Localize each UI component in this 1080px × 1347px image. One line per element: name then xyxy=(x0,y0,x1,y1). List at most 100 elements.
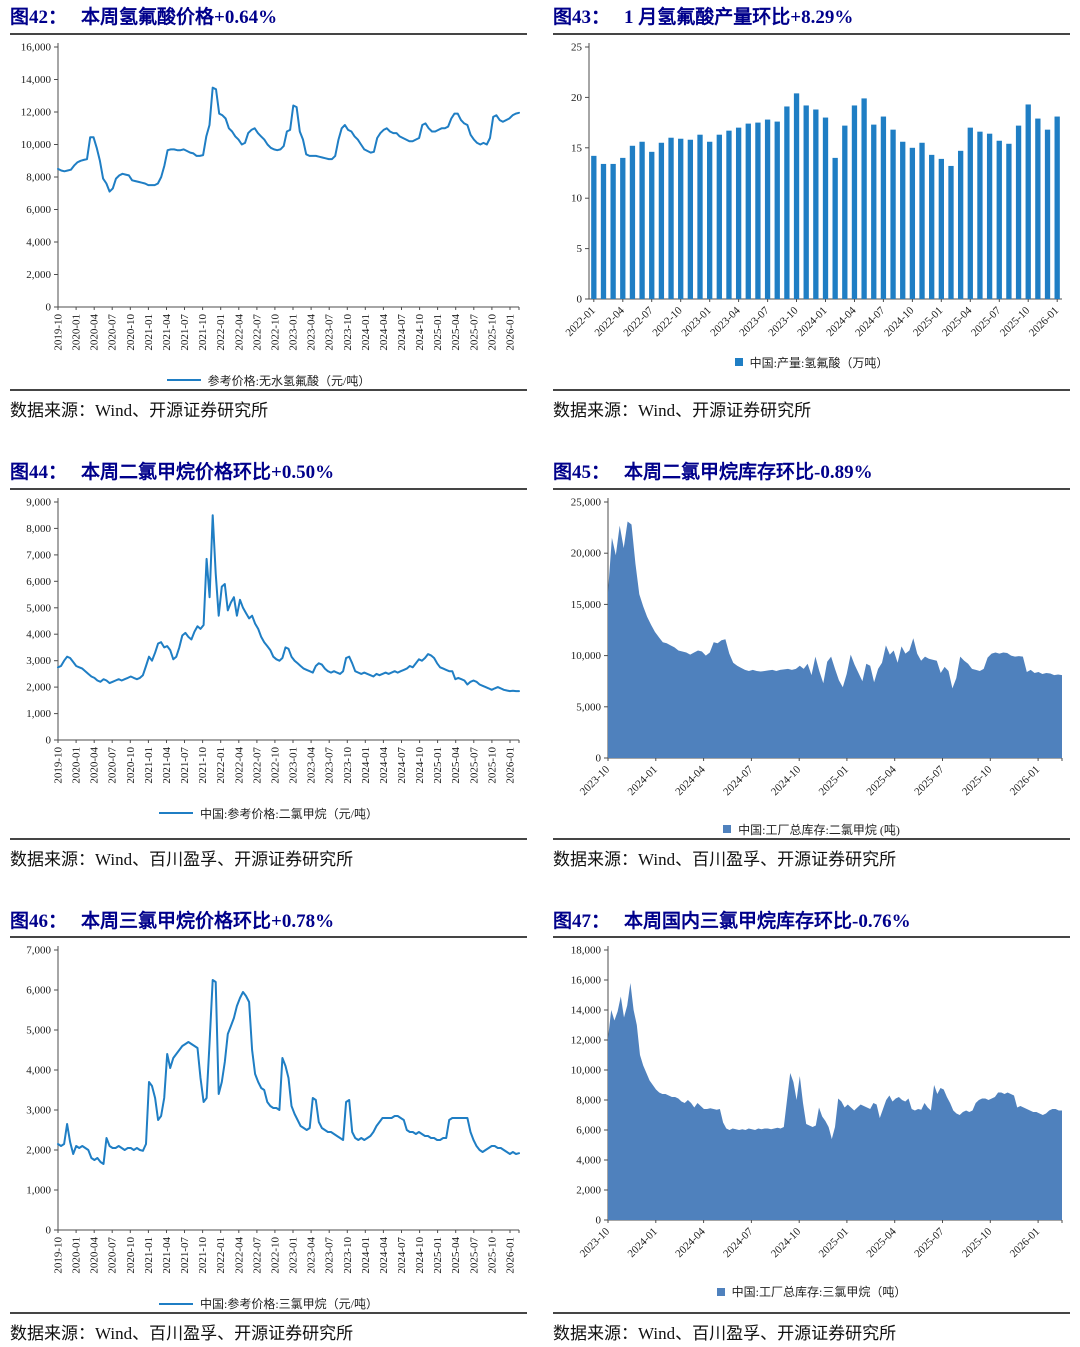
svg-text:2025-07: 2025-07 xyxy=(912,1226,947,1261)
svg-text:2024-04: 2024-04 xyxy=(378,1237,390,1274)
svg-text:2025-04: 2025-04 xyxy=(864,1226,899,1261)
svg-text:1,000: 1,000 xyxy=(26,708,51,720)
figure-42-title: 图42： 本周氢氟酸价格+0.64% xyxy=(10,6,527,35)
svg-text:2020-10: 2020-10 xyxy=(125,746,137,783)
svg-text:2023-04: 2023-04 xyxy=(306,746,318,783)
svg-text:2020-01: 2020-01 xyxy=(71,747,83,784)
svg-text:2022-04: 2022-04 xyxy=(593,304,628,339)
svg-text:2024-10: 2024-10 xyxy=(769,763,804,798)
svg-text:2025-10: 2025-10 xyxy=(486,313,498,350)
figure-caption: 本周二氯甲烷库存环比-0.89% xyxy=(624,461,873,483)
legend-label: 中国:工厂总库存:二氯甲烷 (吨) xyxy=(738,822,900,837)
svg-text:2025-10: 2025-10 xyxy=(486,1237,498,1274)
svg-text:2022-10: 2022-10 xyxy=(269,1237,281,1274)
legend-label: 中国:工厂总库存:三氯甲烷（吨） xyxy=(731,1285,907,1300)
svg-text:2021-07: 2021-07 xyxy=(179,1237,191,1274)
svg-text:0: 0 xyxy=(596,752,602,764)
svg-text:0: 0 xyxy=(46,1225,52,1237)
svg-text:2025-10: 2025-10 xyxy=(998,304,1033,339)
svg-text:2023-10: 2023-10 xyxy=(342,1237,354,1274)
figure-45-card: 图45： 本周二氯甲烷库存环比-0.89% 0 5,000 10,000 15,000… xyxy=(553,461,1070,870)
svg-text:2025-10: 2025-10 xyxy=(486,746,498,783)
svg-text:2024-10: 2024-10 xyxy=(882,304,917,339)
figure-47-card: 图47： 本周国内三氯甲烷库存环比-0.76% 0 2,000 4,000 6,000… xyxy=(553,910,1070,1345)
svg-text:2022-01: 2022-01 xyxy=(215,1237,227,1274)
svg-text:2021-01: 2021-01 xyxy=(143,1237,155,1274)
svg-text:0: 0 xyxy=(596,1215,602,1227)
svg-text:2025-01: 2025-01 xyxy=(911,304,945,338)
svg-text:2020-07: 2020-07 xyxy=(107,746,119,783)
svg-text:2023-01: 2023-01 xyxy=(288,1237,300,1274)
svg-text:2022-10: 2022-10 xyxy=(269,313,281,350)
legend-line-marker xyxy=(166,379,201,382)
svg-text:7,000: 7,000 xyxy=(26,945,51,957)
svg-text:5,000: 5,000 xyxy=(576,701,601,713)
figure-45-title: 图45： 本周二氯甲烷库存环比-0.89% xyxy=(553,461,1070,490)
svg-text:15,000: 15,000 xyxy=(571,598,602,610)
legend-square-marker xyxy=(723,825,732,833)
svg-text:2024-10: 2024-10 xyxy=(414,313,426,350)
svg-text:3,000: 3,000 xyxy=(26,1105,51,1117)
svg-text:2021-10: 2021-10 xyxy=(197,746,209,783)
svg-text:0: 0 xyxy=(577,293,583,305)
svg-text:2026-01: 2026-01 xyxy=(505,747,517,784)
svg-text:2024-01: 2024-01 xyxy=(795,304,829,338)
svg-text:2023-04: 2023-04 xyxy=(306,313,318,350)
svg-text:2025-07: 2025-07 xyxy=(468,746,480,783)
svg-text:2022-07: 2022-07 xyxy=(251,1237,263,1274)
hf-acid-output-chart: 0 5 10 15 20 25 2022-01 2022-04 2022-07 2022-10 20… xyxy=(553,39,1070,352)
data-source-note: 数据来源：Wind、百川盈孚、开源证券研究所 xyxy=(10,837,527,870)
svg-text:2023-10: 2023-10 xyxy=(578,1226,613,1261)
svg-text:2,000: 2,000 xyxy=(576,1185,601,1197)
svg-text:2025-04: 2025-04 xyxy=(864,763,899,798)
svg-text:10,000: 10,000 xyxy=(571,1065,602,1077)
chloroform-inventory-chart: 0 2,000 4,000 6,000 8,000 10,000 12,000 14,000 1… xyxy=(553,942,1070,1281)
svg-text:2021-04: 2021-04 xyxy=(161,313,173,350)
svg-text:2021-04: 2021-04 xyxy=(161,1237,173,1274)
svg-text:2025-01: 2025-01 xyxy=(432,747,444,784)
svg-text:2020-10: 2020-10 xyxy=(125,313,137,350)
svg-text:6,000: 6,000 xyxy=(26,575,51,587)
svg-text:2022-01: 2022-01 xyxy=(215,747,227,784)
svg-text:2025-04: 2025-04 xyxy=(450,1237,462,1274)
svg-text:2020-07: 2020-07 xyxy=(107,1237,119,1274)
svg-text:2024-10: 2024-10 xyxy=(414,1237,426,1274)
svg-text:14,000: 14,000 xyxy=(21,74,52,86)
dichloromethane-price-chart: 0 1,000 2,000 3,000 4,000 5,000 6,000 7,000 8,00… xyxy=(10,494,527,803)
svg-text:2023-04: 2023-04 xyxy=(708,304,743,339)
svg-text:2026-01: 2026-01 xyxy=(505,314,517,351)
legend-label: 参考价格:无水氢氟酸（元/吨） xyxy=(207,373,371,388)
figure-44-card: 图44： 本周二氯甲烷价格环比+0.50% 0 1,000 2,000 3,000 4,… xyxy=(10,461,527,870)
svg-text:2025-07: 2025-07 xyxy=(468,313,480,350)
legend-square-marker xyxy=(734,358,743,367)
svg-text:2025-04: 2025-04 xyxy=(450,313,462,350)
svg-text:2022-04: 2022-04 xyxy=(233,1237,245,1274)
chart-legend: 中国:参考价格:三氯甲烷（元/吨） xyxy=(10,1295,527,1312)
svg-text:2022-04: 2022-04 xyxy=(233,313,245,350)
data-source-note: 数据来源：Wind、百川盈孚、开源证券研究所 xyxy=(10,1312,527,1344)
svg-text:2025-01: 2025-01 xyxy=(817,763,851,797)
chloroform-price-chart: 0 1,000 2,000 3,000 4,000 5,000 6,000 7,000 2019… xyxy=(10,942,527,1293)
svg-text:2020-04: 2020-04 xyxy=(89,313,101,350)
svg-text:2024-07: 2024-07 xyxy=(721,1226,756,1261)
svg-text:2025-07: 2025-07 xyxy=(468,1237,480,1274)
svg-text:18,000: 18,000 xyxy=(571,945,602,957)
svg-text:2023-07: 2023-07 xyxy=(324,746,336,783)
svg-text:2023-10: 2023-10 xyxy=(578,763,613,798)
figure-caption: 本周三氯甲烷价格环比+0.78% xyxy=(81,910,335,932)
svg-text:5: 5 xyxy=(577,243,583,255)
legend-label: 中国:参考价格:三氯甲烷（元/吨） xyxy=(199,1297,378,1312)
svg-text:2024-01: 2024-01 xyxy=(626,1226,660,1260)
svg-text:2021-07: 2021-07 xyxy=(179,313,191,350)
figure-47-title: 图47： 本周国内三氯甲烷库存环比-0.76% xyxy=(553,910,1070,939)
svg-text:5,000: 5,000 xyxy=(26,602,51,614)
svg-text:2022-10: 2022-10 xyxy=(269,746,281,783)
svg-text:2022-10: 2022-10 xyxy=(650,304,685,339)
figure-42-card: 图42： 本周氢氟酸价格+0.64% 0 2,000 4,000 6,000 8,000… xyxy=(10,6,527,421)
figure-caption: 本周国内三氯甲烷库存环比-0.76% xyxy=(624,910,911,932)
svg-text:0: 0 xyxy=(46,734,52,746)
svg-text:8,000: 8,000 xyxy=(26,171,51,183)
svg-text:2025-10: 2025-10 xyxy=(960,1226,995,1261)
chart-legend: 中国:产量:氢氟酸（万吨） xyxy=(553,354,1070,371)
svg-text:16,000: 16,000 xyxy=(571,975,602,987)
